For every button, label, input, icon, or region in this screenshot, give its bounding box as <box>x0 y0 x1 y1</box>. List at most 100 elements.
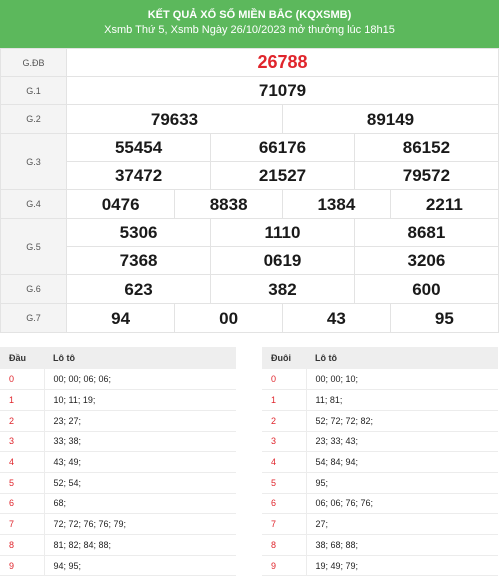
prize-number: 37472 <box>114 166 163 185</box>
prize-number: 0476 <box>101 194 140 214</box>
loto-values: 00; 00; 06; 06; <box>44 369 236 391</box>
prize-number: 5306 <box>119 223 158 242</box>
loto-tail-table: Đuôi Lô tô 0 00; 00; 10; 1 11; 81; 2 52; 72; … <box>262 347 498 576</box>
loto-key: 3 <box>262 431 307 453</box>
prize-number: 8681 <box>407 223 446 242</box>
prize-number: 3206 <box>407 251 446 270</box>
prize-label-g4: G.4 <box>0 189 67 219</box>
loto-values: 72; 72; 76; 76; 79; <box>44 513 236 535</box>
loto-values: 94; 95; <box>44 555 236 576</box>
loto-key: 1 <box>262 389 307 411</box>
table-row: 5 52; 54; <box>0 472 236 494</box>
table-row: 4 43; 49; <box>0 451 236 473</box>
prize-label-g7: G.7 <box>0 303 67 333</box>
table-row: 3 23; 33; 43; <box>262 431 498 453</box>
table-row: 6 68; <box>0 493 236 515</box>
loto-values: 81; 82; 84; 88; <box>44 534 236 556</box>
loto-key: 5 <box>0 472 45 494</box>
loto-key: 4 <box>0 451 45 473</box>
loto-key: 5 <box>262 472 307 494</box>
prize-number: 600 <box>412 279 441 299</box>
table-row: 8 38; 68; 88; <box>262 534 498 556</box>
prize-number: 2211 <box>425 194 463 214</box>
loto-key: 6 <box>0 493 45 515</box>
loto-values: 68; <box>44 493 236 515</box>
prize-number: 1384 <box>317 194 356 214</box>
table-row: 7 72; 72; 76; 76; 79; <box>0 513 236 535</box>
prize-label-g1: G.1 <box>0 76 67 105</box>
table-row: 2 23; 27; <box>0 410 236 432</box>
loto-head-value-header: Lô tô <box>44 347 236 369</box>
loto-tail-value-header: Lô tô <box>306 347 498 369</box>
prize-number: 0619 <box>263 251 302 270</box>
table-row: 0 00; 00; 10; <box>262 369 498 391</box>
prize-number: 382 <box>268 279 297 299</box>
loto-values: 23; 27; <box>44 410 236 432</box>
loto-values: 52; 54; <box>44 472 236 494</box>
prize-label-g2: G.2 <box>0 104 67 134</box>
results-table: G.ĐB 26788 G.1 71079 G.2 79633 89149 G.3… <box>0 48 499 333</box>
table-row: 9 19; 49; 79; <box>262 555 498 576</box>
table-row: 9 94; 95; <box>0 555 236 576</box>
prize-number: 8838 <box>209 194 248 214</box>
table-row: 7 27; <box>262 513 498 535</box>
prize-number: 623 <box>124 279 153 299</box>
table-row: 0 00; 00; 06; 06; <box>0 369 236 391</box>
prize-label-g3: G.3 <box>0 133 67 190</box>
table-row: 5 95; <box>262 472 498 494</box>
prize-number: 1110 <box>264 223 301 242</box>
loto-head-key-header: Đầu <box>0 347 44 369</box>
loto-values: 06; 06; 76; 76; <box>306 493 498 515</box>
loto-values: 95; <box>306 472 498 494</box>
loto-values: 27; <box>306 513 498 535</box>
loto-values: 10; 11; 19; <box>44 389 236 411</box>
loto-values: 00; 00; 10; <box>306 369 498 391</box>
prize-number: 21527 <box>258 166 307 185</box>
prize-number: 66176 <box>258 138 307 157</box>
table-row: 4 54; 84; 94; <box>262 451 498 473</box>
loto-values: 38; 68; 88; <box>306 534 498 556</box>
loto-key: 1 <box>0 389 45 411</box>
loto-values: 19; 49; 79; <box>306 555 498 576</box>
prize-label-g6: G.6 <box>0 274 67 304</box>
loto-tail-key-header: Đuôi <box>262 347 306 369</box>
loto-key: 7 <box>262 513 307 535</box>
prize-label-gdb: G.ĐB <box>0 48 67 77</box>
table-row: 1 10; 11; 19; <box>0 389 236 411</box>
prize-number: 95 <box>434 308 454 328</box>
prize-label-g5: G.5 <box>0 218 67 275</box>
table-row: 1 11; 81; <box>262 389 498 411</box>
prize-number: 89149 <box>366 109 415 129</box>
loto-key: 9 <box>262 555 307 576</box>
prize-number: 86152 <box>402 138 451 157</box>
page-title: KẾT QUẢ XỔ SỐ MIỀN BẮC (KQXSMB) <box>147 9 352 21</box>
prize-number: 94 <box>111 308 131 328</box>
loto-values: 52; 72; 72; 82; <box>306 410 498 432</box>
loto-values: 43; 49; <box>44 451 236 473</box>
first-prize-number: 71079 <box>258 81 307 100</box>
prize-number: 43 <box>326 308 346 328</box>
special-prize-number: 26788 <box>257 52 308 72</box>
loto-values: 11; 81; <box>306 389 498 411</box>
prize-number: 7368 <box>119 251 158 270</box>
table-row: 6 06; 06; 76; 76; <box>262 493 498 515</box>
loto-values: 54; 84; 94; <box>306 451 498 473</box>
table-row: 2 52; 72; 72; 82; <box>262 410 498 432</box>
loto-key: 2 <box>0 410 45 432</box>
loto-key: 9 <box>0 555 45 576</box>
results-header: KẾT QUẢ XỔ SỐ MIỀN BẮC (KQXSMB) Xsmb Thứ… <box>0 0 499 48</box>
loto-key: 6 <box>262 493 307 515</box>
loto-key: 0 <box>262 369 307 391</box>
loto-values: 23; 33; 43; <box>306 431 498 453</box>
prize-number: 79633 <box>150 109 199 129</box>
loto-key: 2 <box>262 410 307 432</box>
loto-key: 4 <box>262 451 307 473</box>
prize-number: 79572 <box>402 166 451 185</box>
loto-values: 33; 38; <box>44 431 236 453</box>
loto-key: 8 <box>0 534 45 556</box>
loto-key: 7 <box>0 513 45 535</box>
table-row: 8 81; 82; 84; 88; <box>0 534 236 556</box>
loto-head-table: Đầu Lô tô 0 00; 00; 06; 06; 1 10; 11; 19; 2 2… <box>0 347 236 576</box>
draw-date: Xsmb Thứ 5, Xsmb Ngày 26/10/2023 mở thưở… <box>104 24 395 36</box>
prize-number: 55454 <box>114 138 163 157</box>
